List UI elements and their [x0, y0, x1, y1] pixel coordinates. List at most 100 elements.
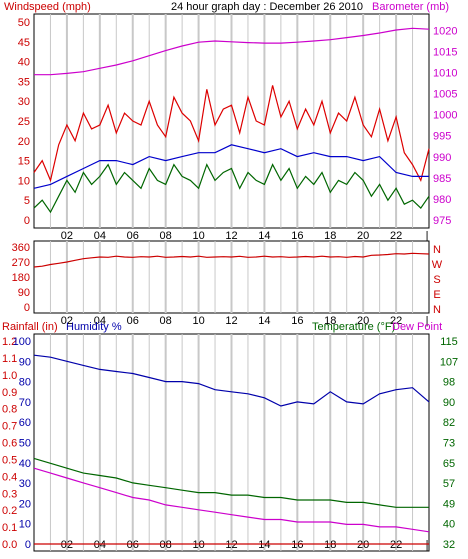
hour-tick-label: 22	[390, 539, 402, 551]
hour-tick-label: 22	[390, 230, 402, 242]
barometer-tick-label: 985	[433, 173, 451, 185]
compass-label: W	[432, 259, 443, 271]
rainfall-tick-label: 0.9	[2, 387, 17, 399]
barometer-tick-label: 1015	[433, 46, 457, 58]
hour-tick-label: 06	[127, 539, 139, 551]
temperature-line	[33, 457, 429, 508]
compass-label: E	[433, 289, 440, 301]
humidity-tick-label: 60	[19, 417, 31, 429]
hour-tick-label: 10	[192, 539, 204, 551]
wind-direction-gridlines	[49, 241, 414, 313]
humidity-tick-labels: 0 10 20 30 40 50 60 70 80 90 100	[13, 336, 31, 551]
hour-tick-label: 14	[258, 315, 270, 327]
wind-direction-hour-labels: 02 04 06 08 10 12 14 16 18 20 22 |	[61, 315, 429, 327]
windspeed-tick-label: 20	[18, 136, 30, 148]
rainfall-tick-label: 0.0	[2, 539, 17, 551]
humidity-temp-panel: Rainfall (in) Humidity % Temperature (°F…	[2, 321, 458, 552]
barometer-axis-label: Barometer (mb)	[372, 1, 449, 13]
hour-tick-label: 14	[258, 230, 270, 242]
barometer-tick-label: 1020	[433, 25, 457, 37]
wind-speed-line	[33, 163, 430, 214]
hour-tick-label: 02	[61, 539, 73, 551]
rainfall-tick-label: 0.8	[2, 404, 17, 416]
humidity-temp-hour-labels: 02 04 06 08 10 12 14 16 18 20 22 |	[61, 539, 429, 551]
wind-gust-line	[33, 85, 430, 183]
hour-tick-label: 16	[291, 230, 303, 242]
hour-tick-label: 12	[225, 315, 237, 327]
chart-title: 24 hour graph day : December 26 2010	[171, 1, 363, 13]
humidity-temp-series	[33, 354, 430, 545]
hour-tick-label: 06	[127, 230, 139, 242]
barometer-tick-label: 990	[433, 152, 451, 164]
hour-tick-label: 08	[160, 539, 172, 551]
windspeed-tick-label: 45	[18, 37, 30, 49]
windspeed-tick-label: 15	[18, 156, 30, 168]
hour-tick-label: 10	[192, 230, 204, 242]
wind-direction-tick-label: 270	[12, 257, 30, 269]
rainfall-tick-label: 0.7	[2, 421, 17, 433]
temperature-axis-label: Temperature (°F)	[312, 321, 395, 333]
wind-average-line	[33, 144, 429, 189]
windspeed-tick-labels: 0 5 10 15 20 25 30 35 40 45 50	[18, 17, 30, 227]
wind-direction-tick-label: 180	[12, 272, 30, 284]
hour-tick-label: 06	[127, 315, 139, 327]
barometer-tick-label: 975	[433, 215, 451, 227]
barometer-tick-label: 1010	[433, 68, 457, 80]
wind-baro-series	[33, 27, 430, 214]
windspeed-tick-label: 50	[18, 17, 30, 29]
rainfall-tick-label: 0.4	[2, 471, 17, 483]
humidity-tick-label: 90	[19, 356, 31, 368]
wind-direction-line	[33, 252, 430, 268]
temperature-tick-label: 115	[440, 336, 458, 348]
hour-tick-label-end: |	[426, 315, 429, 327]
hour-tick-label: 10	[192, 315, 204, 327]
hour-tick-label: 14	[258, 539, 270, 551]
compass-label: N	[433, 244, 441, 256]
rainfall-tick-label: 1.2	[2, 336, 17, 348]
wind-direction-tick-label: 360	[12, 242, 30, 254]
hour-tick-label: 16	[291, 539, 303, 551]
barometer-tick-label: 1000	[433, 110, 457, 122]
hour-tick-label: 08	[160, 230, 172, 242]
temperature-tick-label: 90	[443, 397, 455, 409]
windspeed-tick-label: 5	[24, 195, 30, 207]
wind-direction-tick-label: 0	[24, 302, 30, 314]
hour-tick-label-end: |	[426, 230, 429, 242]
barometer-tick-label: 995	[433, 131, 451, 143]
hour-tick-label: 18	[324, 230, 336, 242]
temperature-tick-label: 40	[443, 519, 455, 531]
humidity-tick-label: 50	[19, 438, 31, 450]
hour-tick-label-end: |	[426, 539, 429, 551]
humidity-axis-label: Humidity %	[66, 321, 122, 333]
humidity-tick-label: 80	[19, 377, 31, 389]
hour-tick-label: 04	[94, 315, 106, 327]
temperature-tick-labels: 32 40 49 57 65 73 82 90 98 107 115	[440, 336, 458, 551]
windspeed-tick-label: 40	[18, 57, 30, 69]
hour-tick-label: 20	[357, 230, 369, 242]
temperature-tick-label: 73	[443, 438, 455, 450]
hour-tick-label: 18	[324, 315, 336, 327]
temperature-tick-label: 57	[443, 478, 455, 490]
wind-direction-tick-label: 90	[18, 287, 30, 299]
hour-tick-label: 04	[94, 230, 106, 242]
temperature-tick-label: 65	[443, 458, 455, 470]
temperature-tick-label: 32	[443, 539, 455, 551]
rainfall-tick-label: 1.0	[2, 370, 17, 382]
compass-label: S	[433, 274, 440, 286]
rainfall-tick-label: 0.1	[2, 522, 17, 534]
windspeed-axis-label: Windspeed (mph)	[4, 1, 91, 13]
rainfall-tick-label: 0.5	[2, 454, 17, 466]
temperature-tick-label: 107	[440, 356, 458, 368]
barometer-line	[34, 27, 430, 76]
wind-direction-series	[33, 252, 430, 268]
dew-point-axis-label: Dew Point	[392, 321, 442, 333]
wind-direction-tick-labels: 0 90 180 270 360	[12, 242, 30, 314]
hour-tick-label: 04	[94, 539, 106, 551]
wind-baro-panel: Windspeed (mph) 24 hour graph day : Dece…	[4, 1, 457, 242]
humidity-tick-label: 0	[25, 539, 31, 551]
windspeed-tick-label: 35	[18, 76, 30, 88]
hour-tick-label: 18	[324, 539, 336, 551]
